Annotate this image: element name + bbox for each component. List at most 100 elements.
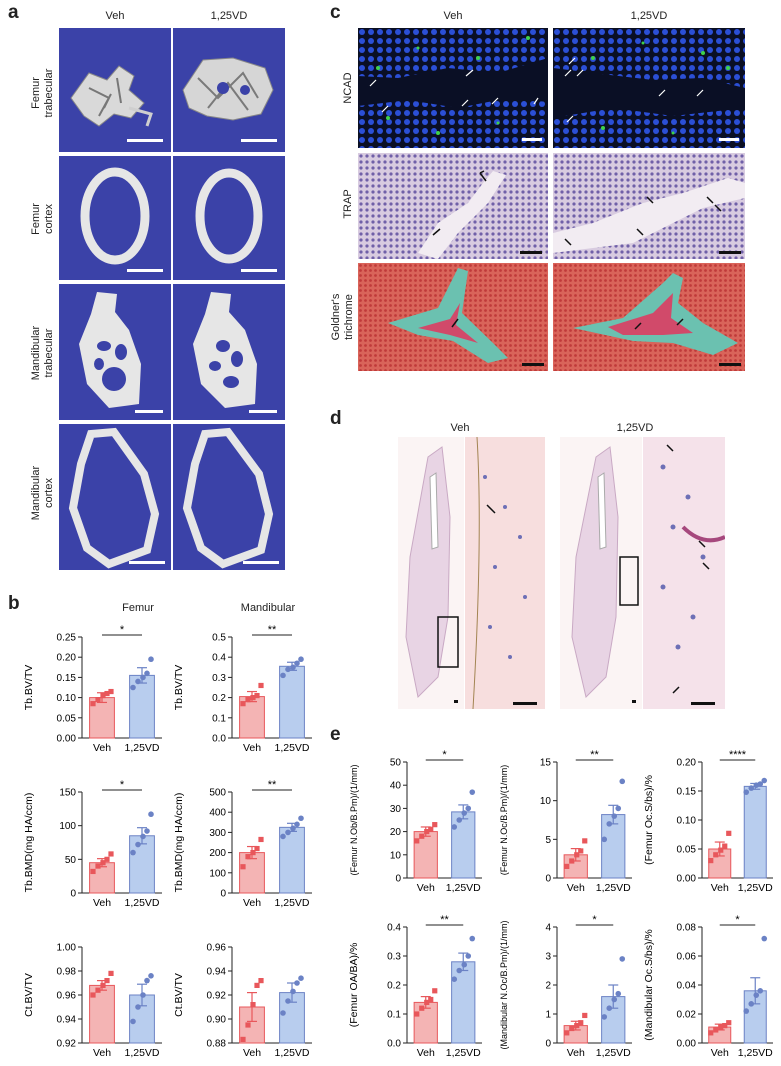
data-point — [456, 967, 463, 974]
chart-mandibular-n-oc: (Mandibular N.Oc/B.Pm)/(1/mm) 0 1 2 3 4 Veh 1,2… — [499, 914, 632, 1059]
panel-e-letter: e — [330, 724, 341, 745]
y-tick-label: 0.90 — [207, 1015, 227, 1026]
data-point — [414, 838, 420, 844]
data-point — [108, 851, 114, 857]
data-point — [615, 990, 622, 997]
data-point — [708, 1030, 714, 1036]
data-point — [432, 988, 438, 994]
data-point — [615, 805, 622, 812]
panel-d-vd-header: 1,25VD — [616, 422, 654, 434]
scale-bar — [719, 251, 741, 254]
y-tick-label: 0.1 — [212, 713, 226, 724]
y-tick-label: 0.5 — [212, 633, 226, 644]
data-point — [424, 999, 430, 1005]
data-point — [290, 825, 296, 832]
panel-b-letter: b — [8, 593, 20, 614]
significance-label: * — [120, 624, 125, 636]
x-tick-label: Veh — [243, 742, 261, 754]
y-tick-label: 400 — [209, 808, 226, 819]
panel-a-letter: a — [8, 2, 19, 23]
data-point — [456, 817, 463, 823]
y-tick-label: 300 — [209, 828, 226, 839]
panel-c-letter: c — [330, 2, 341, 23]
data-point — [90, 992, 96, 998]
scale-bar — [249, 410, 277, 413]
data-point — [95, 863, 101, 869]
data-point — [280, 1010, 286, 1016]
chart-mandibular-tb-bmd: Tb.BMD(mg HA/ccm) 0 100 200 300 400 500 Veh 1,25… — [173, 779, 312, 909]
x-tick-label: Veh — [567, 882, 585, 894]
data-point — [753, 992, 760, 998]
data-point — [250, 850, 256, 856]
fluorescence-render — [358, 28, 548, 148]
panel-a-row-label: Mandibular cortex — [30, 465, 55, 521]
y-tick-label: 100 — [59, 821, 76, 832]
data-point — [285, 998, 291, 1004]
scale-bar — [241, 139, 277, 142]
bar — [279, 665, 305, 739]
y-tick-label: 0.10 — [677, 816, 697, 827]
data-point — [104, 690, 110, 697]
data-point — [606, 1005, 613, 1011]
microct-femur-trabecular-vd — [173, 28, 285, 152]
x-tick-label: Veh — [243, 897, 261, 909]
y-tick-label: 0.15 — [677, 787, 697, 798]
data-point — [90, 701, 96, 707]
data-point — [285, 829, 291, 836]
x-tick-label: 1,25VD — [124, 742, 159, 754]
y-axis-label: Tb.BMD(mg HA/ccm) — [173, 793, 185, 893]
x-tick-label: Veh — [711, 882, 729, 894]
y-tick-label: 0.05 — [677, 845, 697, 856]
data-point — [708, 858, 714, 864]
histology-render — [553, 153, 745, 259]
data-point — [611, 813, 618, 819]
data-point — [240, 701, 246, 707]
panel-c-row-label: Goldner's trichrome — [330, 293, 355, 341]
bar — [129, 835, 155, 894]
panel-c-row-label: NCAD — [342, 72, 354, 104]
data-point — [564, 1030, 570, 1036]
data-point — [100, 860, 106, 866]
significance-label: ** — [268, 624, 277, 636]
data-point — [140, 833, 146, 840]
data-point — [748, 785, 755, 791]
scale-bar — [522, 138, 542, 141]
trabecular-render — [79, 292, 141, 408]
data-point — [298, 656, 304, 663]
x-tick-label: Veh — [711, 1047, 729, 1059]
scale-bar — [243, 561, 279, 564]
data-point — [294, 821, 300, 828]
data-point — [469, 935, 476, 942]
data-point — [285, 666, 291, 673]
data-point — [465, 953, 472, 959]
y-tick-label: 0.00 — [57, 734, 77, 745]
data-point — [258, 978, 264, 984]
y-tick-label: 0.96 — [57, 991, 77, 1002]
y-tick-label: 0.15 — [57, 673, 77, 684]
histology-render — [358, 153, 548, 259]
scale-bar — [520, 251, 542, 254]
data-point — [240, 864, 246, 870]
x-tick-label: Veh — [93, 1047, 111, 1059]
panel-d-veh-header: Veh — [450, 422, 470, 434]
data-point — [578, 848, 584, 854]
panel-b-mandibular-header: Mandibular — [240, 602, 296, 614]
cortex-render — [195, 168, 263, 264]
data-point — [569, 1025, 575, 1032]
chart-mandibular-tb-bvtv: Tb.BV/TV 0.0 0.1 0.2 0.3 0.4 0.5 Veh 1,25VD ** — [173, 624, 312, 754]
data-point — [582, 838, 588, 844]
data-point — [95, 987, 101, 993]
y-tick-label: 0.00 — [677, 1039, 697, 1050]
significance-label: * — [442, 749, 447, 761]
histology-render — [660, 444, 725, 705]
panel-a-row-label: Mandibular trabecular — [30, 325, 55, 381]
bar — [451, 961, 476, 1044]
data-point — [726, 1020, 732, 1026]
chart-femur-n-ob: (Femur N.Ob/B.Pm)/(1/mm) 0 10 20 30 40 50 Veh 1,… — [349, 749, 482, 894]
data-point — [148, 656, 154, 663]
fluorescence-render — [553, 28, 745, 148]
data-point — [578, 1020, 584, 1026]
data-point — [100, 692, 106, 699]
y-tick-label: 50 — [390, 758, 402, 769]
y-tick-label: 0.92 — [207, 991, 227, 1002]
